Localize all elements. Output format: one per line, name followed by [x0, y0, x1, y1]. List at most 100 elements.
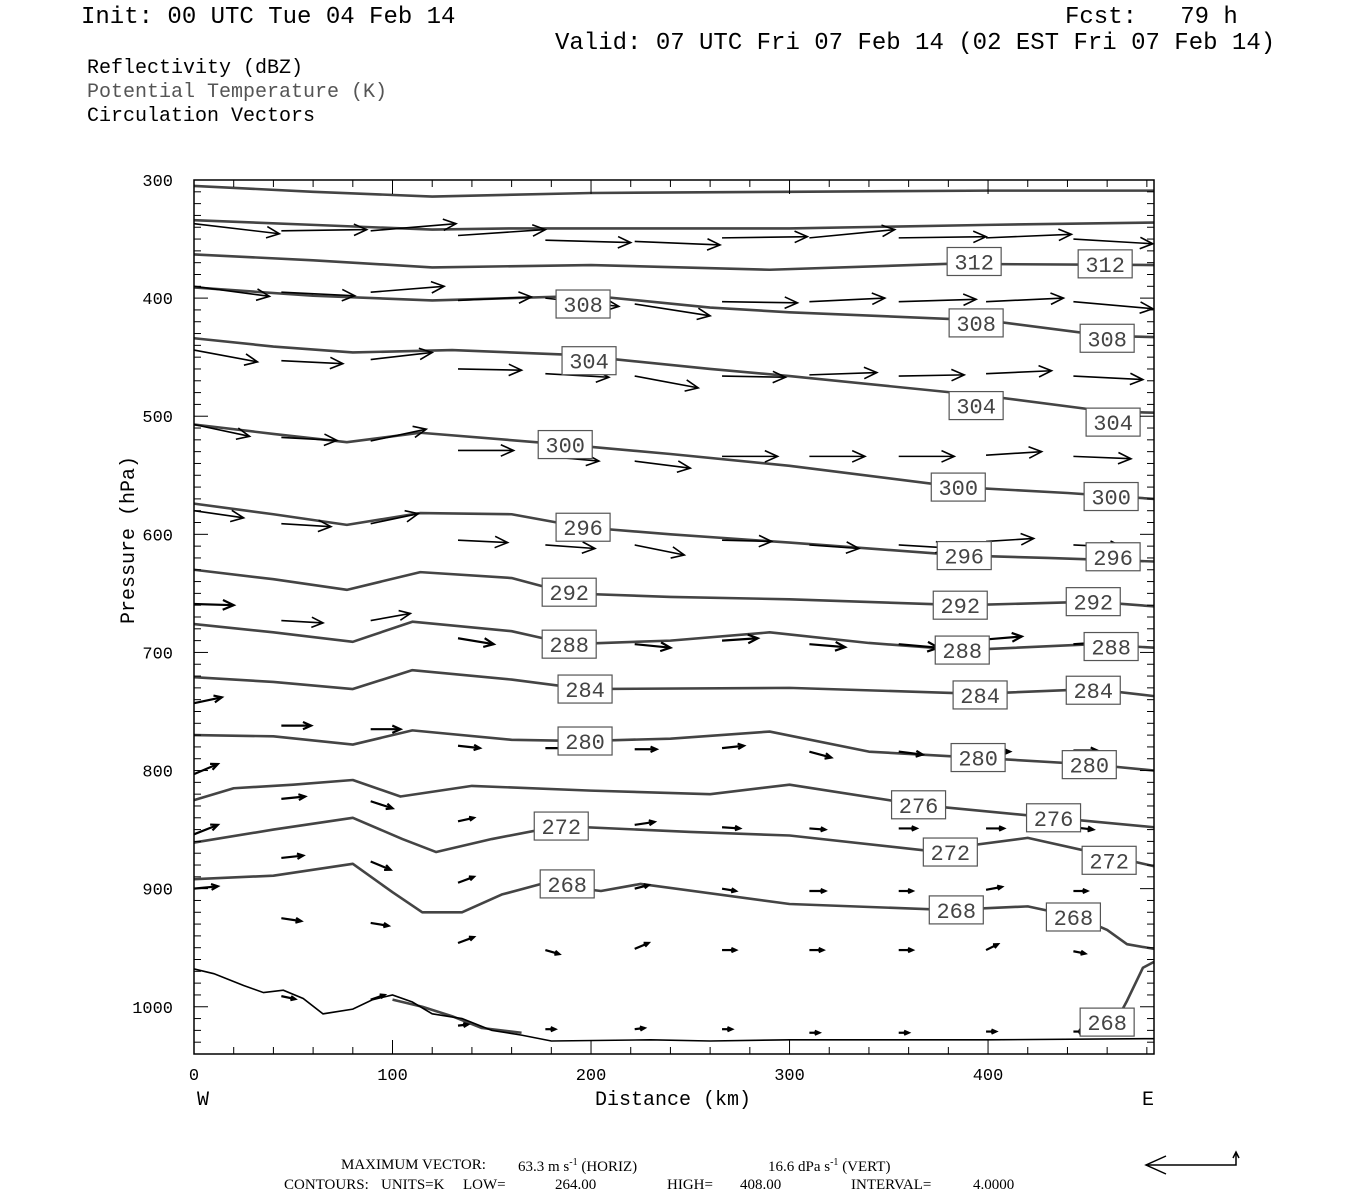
vector-shaft	[809, 297, 885, 303]
circulation-vector	[809, 887, 828, 895]
vector-arrowhead	[1050, 292, 1066, 306]
vector-shaft	[634, 375, 699, 389]
theta-contour-288	[193, 620, 1155, 652]
vector-arrowhead	[468, 935, 477, 942]
vector-shaft	[370, 512, 419, 525]
vector-arrowhead	[243, 353, 260, 366]
contour-label-box	[948, 308, 1004, 338]
vector-arrowhead	[1139, 236, 1155, 250]
contour-label: 304	[956, 396, 996, 421]
circulation-vector	[281, 433, 339, 447]
contour-label-box	[533, 811, 589, 841]
circulation-vector	[370, 993, 388, 1001]
vector-arrowhead	[730, 887, 739, 894]
vector-shaft	[634, 820, 655, 826]
theta-contour-304	[193, 336, 1155, 414]
vector-arrowhead	[911, 825, 920, 832]
circulation-vector	[193, 423, 252, 441]
circulation-vector	[809, 947, 826, 954]
vert-value: 16.6 dPa s	[768, 1159, 831, 1175]
circulation-vector	[281, 616, 325, 629]
terrain-line	[193, 968, 1155, 1042]
circulation-vector	[545, 1026, 558, 1033]
contour-label: 268	[936, 900, 976, 925]
contour-label: 300	[938, 477, 978, 502]
contour-label: 288	[1091, 637, 1131, 662]
contour-label: 292	[549, 582, 589, 607]
vector-arrowhead	[1058, 228, 1074, 242]
vector-shaft	[281, 522, 332, 528]
circulation-vector	[809, 750, 834, 760]
circulation-vector	[809, 449, 867, 463]
contour-label: 304	[569, 351, 609, 376]
vector-shaft	[281, 795, 306, 800]
circulation-vector	[986, 364, 1054, 378]
contour-label-box	[555, 512, 611, 542]
vector-shaft	[545, 372, 609, 379]
vector-arrowhead	[518, 291, 534, 304]
circulation-vector	[370, 724, 404, 734]
contour-interval-label: INTERVAL=	[851, 1177, 932, 1193]
vector-arrowhead	[820, 826, 828, 833]
circulation-vector	[458, 444, 516, 457]
y-tick-label: 400	[142, 291, 173, 310]
theta-contour-268	[193, 862, 1155, 951]
vector-arrowhead	[730, 947, 739, 954]
contour-low-value: 264.00	[555, 1177, 597, 1193]
circulation-vector	[721, 633, 761, 645]
vector-arrowhead	[353, 223, 369, 237]
vector-arrowhead	[341, 288, 357, 302]
contour-label: 292	[1073, 592, 1113, 617]
circulation-vector	[722, 449, 780, 463]
circulation-vector	[722, 1026, 735, 1033]
contour-label: 312	[1085, 254, 1125, 279]
contour-low-label: LOW=	[463, 1177, 506, 1193]
horiz-value: 63.3 m s	[518, 1159, 570, 1175]
circulation-vector	[898, 368, 967, 382]
vector-shaft	[1073, 238, 1153, 245]
vector-arrowhead	[329, 356, 345, 370]
circulation-vector	[457, 224, 548, 237]
circulation-vector	[281, 288, 357, 302]
vector-shaft	[457, 228, 546, 237]
vector-arrowhead	[818, 947, 826, 954]
contour-label-box	[1083, 631, 1139, 662]
vector-shaft	[809, 544, 860, 550]
circulation-vector	[193, 349, 260, 366]
circulation-vector	[722, 534, 774, 548]
contour-label-box	[1079, 1007, 1135, 1037]
vector-arrowhead	[737, 742, 747, 751]
contour-label-box	[930, 472, 986, 502]
legend-circulation-vectors: Circulation Vectors	[87, 105, 316, 128]
contour-label-box	[1083, 481, 1139, 512]
vector-arrowhead	[1082, 887, 1090, 895]
circulation-vector	[898, 825, 920, 832]
contour-layer	[193, 184, 1155, 1035]
contour-label-box	[952, 680, 1008, 710]
circulation-vector	[986, 1028, 999, 1035]
y-tick-label: 800	[142, 764, 173, 783]
circulation-vector	[458, 363, 524, 377]
vector-shaft	[281, 228, 367, 232]
vector-arrowhead	[643, 941, 652, 948]
y-tick-label: 600	[142, 527, 173, 546]
contour-label: 276	[1034, 808, 1074, 833]
vector-arrowhead	[824, 752, 834, 760]
y-tick-label: 1000	[132, 1000, 173, 1019]
vector-arrowhead	[941, 449, 957, 463]
vector-arrowhead	[1020, 532, 1036, 546]
x-tick-label: 300	[774, 1067, 805, 1086]
x-tick-label: 200	[576, 1067, 607, 1086]
contour-label-box	[948, 390, 1004, 421]
vector-arrowhead	[255, 288, 272, 302]
vector-arrowhead	[379, 993, 388, 1000]
circulation-vector	[370, 800, 396, 811]
circulation-vector	[986, 532, 1036, 546]
vector-arrowhead	[222, 599, 237, 611]
contour-label-box	[1077, 249, 1133, 279]
vector-arrowhead	[384, 864, 394, 872]
vector-arrowhead	[617, 235, 633, 249]
circulation-vector	[986, 292, 1066, 306]
vector-shaft	[193, 696, 223, 705]
circulation-vector	[193, 285, 272, 302]
